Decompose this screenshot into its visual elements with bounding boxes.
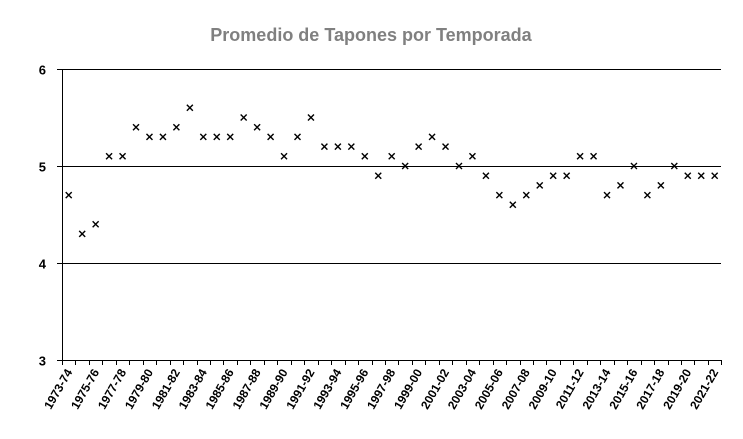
data-point: [78, 230, 86, 238]
data-point: [495, 191, 503, 199]
data-point: [267, 133, 275, 141]
data-point: [145, 133, 153, 141]
data-point: [92, 220, 100, 228]
data-point: [442, 143, 450, 151]
data-point: [240, 114, 248, 121]
y-tick-labels: 3 4 5 6: [39, 63, 47, 369]
data-point: [172, 123, 180, 131]
data-point: [643, 191, 651, 199]
data-point: [536, 181, 544, 189]
data-point: [132, 123, 140, 131]
data-point: [186, 104, 194, 112]
y-tick-label: 3: [39, 354, 46, 369]
data-point: [616, 181, 624, 189]
data-point: [199, 133, 207, 141]
x-tick-labels: 1973-741975-761977-781979-801981-821983-…: [41, 366, 721, 411]
data-point: [320, 143, 328, 151]
data-point: [334, 143, 342, 151]
data-point: [226, 133, 234, 141]
data-point: [253, 123, 261, 131]
data-point: [294, 133, 301, 141]
data-point: [697, 172, 705, 180]
data-point: [522, 191, 530, 199]
axes: [57, 69, 722, 365]
data-point: [307, 114, 315, 121]
data-points: [65, 104, 719, 238]
data-point: [213, 133, 221, 141]
data-point: [415, 143, 423, 151]
data-point: [105, 152, 113, 160]
data-point: [670, 162, 678, 170]
data-point: [657, 181, 665, 189]
data-point: [630, 162, 638, 170]
data-point: [603, 191, 611, 199]
data-point: [549, 172, 557, 180]
data-point: [590, 152, 598, 160]
data-point: [482, 172, 490, 180]
data-point: [684, 172, 692, 180]
gridlines: [62, 69, 721, 264]
y-tick-label: 4: [39, 257, 47, 272]
data-point: [280, 152, 288, 160]
data-point: [119, 152, 127, 160]
data-point: [65, 191, 73, 199]
data-point: [401, 162, 409, 170]
data-point: [711, 172, 719, 180]
chart-title: Promedio de Tapones por Temporada: [210, 25, 532, 45]
y-tick-label: 6: [39, 63, 46, 78]
data-point: [455, 162, 463, 170]
data-point: [388, 152, 396, 160]
data-point: [428, 133, 436, 141]
data-point: [374, 172, 382, 180]
data-point: [563, 172, 571, 180]
y-tick-label: 5: [39, 160, 46, 175]
data-point: [159, 133, 167, 141]
data-point: [509, 201, 517, 209]
data-point: [576, 152, 584, 160]
data-point: [361, 152, 369, 160]
data-point: [468, 152, 476, 160]
data-point: [347, 143, 355, 151]
